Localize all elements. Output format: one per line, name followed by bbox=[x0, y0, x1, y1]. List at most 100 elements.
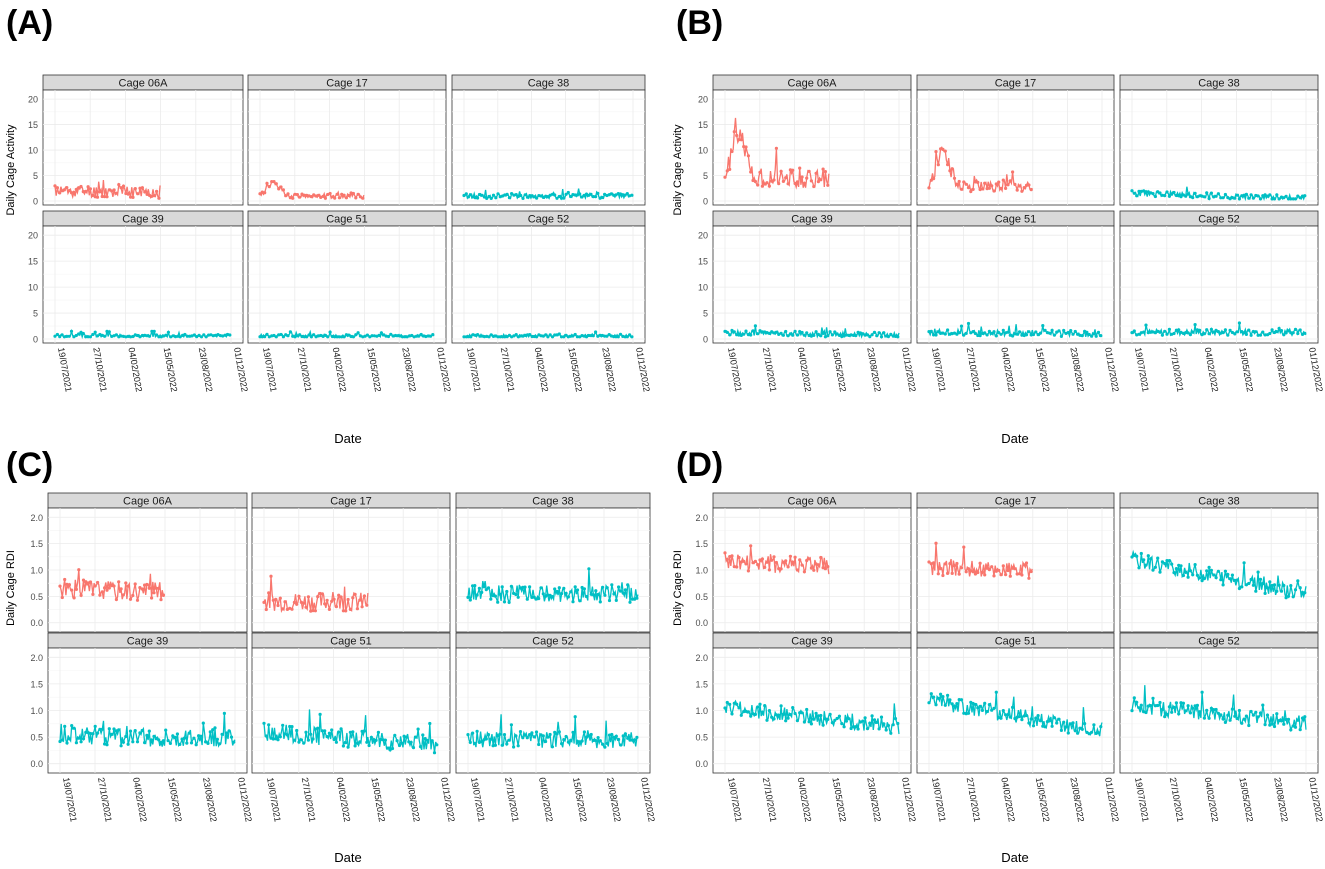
facet-title: Cage 06A bbox=[788, 496, 838, 508]
data-point bbox=[591, 334, 595, 338]
data-point bbox=[1139, 703, 1143, 707]
x-tick-label: 04/02/2022 bbox=[537, 777, 555, 823]
data-point bbox=[65, 186, 69, 190]
data-point bbox=[530, 334, 534, 339]
data-point bbox=[746, 569, 751, 573]
data-point bbox=[327, 607, 331, 612]
data-point bbox=[281, 723, 285, 727]
data-point bbox=[386, 334, 391, 339]
data-point bbox=[1202, 716, 1206, 720]
data-point bbox=[737, 706, 741, 710]
plot-area bbox=[42, 89, 244, 206]
data-point bbox=[131, 334, 135, 339]
data-point bbox=[493, 743, 497, 747]
data-point bbox=[621, 591, 625, 595]
data-point bbox=[941, 147, 945, 151]
data-point bbox=[377, 333, 381, 337]
data-point bbox=[1212, 330, 1216, 334]
data-point bbox=[826, 183, 830, 187]
data-point bbox=[1289, 728, 1293, 732]
data-point bbox=[1165, 712, 1169, 717]
data-point bbox=[1186, 331, 1190, 335]
data-point bbox=[1272, 583, 1277, 587]
x-axis-label: Date bbox=[1001, 431, 1028, 446]
facet-title: Cage 39 bbox=[791, 214, 833, 226]
data-point bbox=[730, 712, 734, 716]
data-point bbox=[67, 334, 71, 338]
data-point bbox=[505, 192, 509, 196]
data-point bbox=[566, 740, 571, 744]
data-point bbox=[990, 708, 994, 712]
data-point bbox=[765, 560, 769, 564]
data-point bbox=[1303, 331, 1307, 335]
data-point bbox=[934, 150, 938, 154]
data-point bbox=[929, 692, 933, 696]
plot-area bbox=[247, 225, 447, 344]
data-point bbox=[164, 728, 168, 732]
data-point bbox=[110, 189, 114, 193]
data-point bbox=[959, 566, 964, 570]
data-point bbox=[535, 335, 539, 339]
data-point bbox=[1059, 728, 1063, 733]
y-tick-label: 20 bbox=[28, 95, 38, 105]
data-point bbox=[863, 333, 867, 337]
data-point bbox=[992, 330, 996, 334]
data-point bbox=[1284, 194, 1288, 198]
data-point bbox=[330, 599, 334, 603]
data-point bbox=[983, 331, 987, 335]
data-point bbox=[466, 595, 470, 600]
data-point bbox=[1219, 578, 1223, 582]
data-point bbox=[505, 589, 509, 594]
data-point bbox=[103, 334, 107, 338]
data-point bbox=[514, 592, 518, 597]
data-point bbox=[1247, 196, 1251, 200]
data-point bbox=[274, 182, 278, 186]
data-point bbox=[941, 573, 945, 578]
data-point bbox=[297, 740, 301, 744]
data-point bbox=[1247, 581, 1251, 586]
data-point bbox=[528, 194, 532, 198]
data-point bbox=[756, 563, 760, 567]
y-tick-label: 5 bbox=[703, 171, 708, 181]
data-point bbox=[1167, 705, 1171, 709]
data-point bbox=[753, 324, 758, 328]
x-tick-label: 01/12/2022 bbox=[236, 777, 254, 823]
data-point bbox=[872, 330, 877, 334]
data-point bbox=[1193, 563, 1197, 567]
data-point bbox=[744, 562, 748, 566]
data-point bbox=[851, 725, 856, 729]
data-point bbox=[1001, 564, 1005, 568]
data-point bbox=[594, 195, 598, 199]
data-point bbox=[779, 331, 783, 335]
data-point bbox=[934, 703, 938, 707]
data-point bbox=[1219, 713, 1223, 717]
data-point bbox=[1029, 717, 1033, 721]
data-point bbox=[623, 732, 628, 736]
x-tick-label: 01/12/2022 bbox=[900, 777, 918, 823]
data-point bbox=[333, 196, 337, 200]
data-point bbox=[1043, 328, 1047, 332]
x-tick-label: 27/10/2021 bbox=[965, 347, 983, 393]
data-point bbox=[1036, 333, 1040, 337]
data-point bbox=[969, 189, 973, 194]
data-point bbox=[128, 729, 133, 733]
data-point bbox=[821, 167, 825, 171]
data-point bbox=[725, 557, 729, 561]
data-point bbox=[833, 718, 837, 722]
data-point bbox=[772, 178, 776, 182]
data-point bbox=[957, 331, 961, 335]
data-point bbox=[1160, 333, 1164, 337]
y-tick-label: 1.5 bbox=[695, 539, 708, 549]
x-tick-label: 04/02/2022 bbox=[796, 777, 814, 823]
data-point bbox=[1172, 331, 1176, 336]
data-point bbox=[596, 736, 600, 740]
x-tick-label: 23/08/2022 bbox=[201, 777, 219, 823]
data-point bbox=[1130, 555, 1134, 559]
data-point bbox=[617, 585, 621, 589]
data-point bbox=[502, 600, 507, 604]
data-point bbox=[344, 196, 348, 200]
data-point bbox=[197, 333, 201, 337]
data-point bbox=[1050, 328, 1054, 332]
data-point bbox=[489, 196, 493, 200]
